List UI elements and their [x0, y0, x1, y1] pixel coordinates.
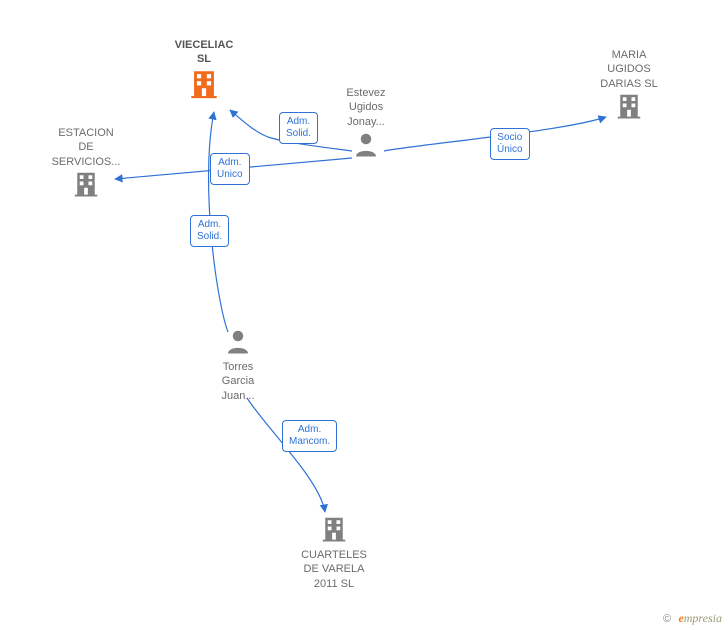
node-torres[interactable]: Torres Garcia Juan... [210, 326, 266, 403]
node-maria[interactable]: MARIA UGIDOS DARIAS SL [594, 48, 664, 125]
watermark: © empresia [663, 611, 722, 626]
copyright-symbol: © [663, 613, 671, 625]
edge-label-adm-unico: Adm. Unico [210, 153, 250, 185]
edge-label-adm-solid-1: Adm. Solid. [279, 112, 318, 144]
building-icon [71, 169, 101, 199]
brand-rest: mpresia [684, 611, 722, 625]
edge-label-adm-mancom: Adm. Mancom. [282, 420, 337, 452]
node-label: Torres Garcia Juan... [210, 360, 266, 403]
node-estevez[interactable]: Estevez Ugidos Jonay... [336, 86, 396, 163]
node-vieceliac[interactable]: VIECELIAC SL [168, 38, 240, 105]
edge-label-socio-unico: Socio Único [490, 128, 530, 160]
edge-label-adm-solid-2: Adm. Solid. [190, 215, 229, 247]
node-estacion[interactable]: ESTACION DE SERVICIOS... [46, 126, 126, 203]
node-label: CUARTELES DE VARELA 2011 SL [294, 548, 374, 591]
building-icon [614, 91, 644, 121]
building-icon [187, 67, 221, 101]
node-cuarteles[interactable]: CUARTELES DE VARELA 2011 SL [294, 514, 374, 591]
edge-torres-cuarteles [247, 398, 325, 512]
person-icon [351, 129, 381, 159]
node-label: VIECELIAC SL [168, 38, 240, 67]
person-icon [223, 326, 253, 356]
node-label: Estevez Ugidos Jonay... [336, 86, 396, 129]
building-icon [319, 514, 349, 544]
network-diagram: Adm. Solid. Adm. Unico Socio Único Adm. … [0, 0, 728, 630]
node-label: ESTACION DE SERVICIOS... [46, 126, 126, 169]
node-label: MARIA UGIDOS DARIAS SL [594, 48, 664, 91]
